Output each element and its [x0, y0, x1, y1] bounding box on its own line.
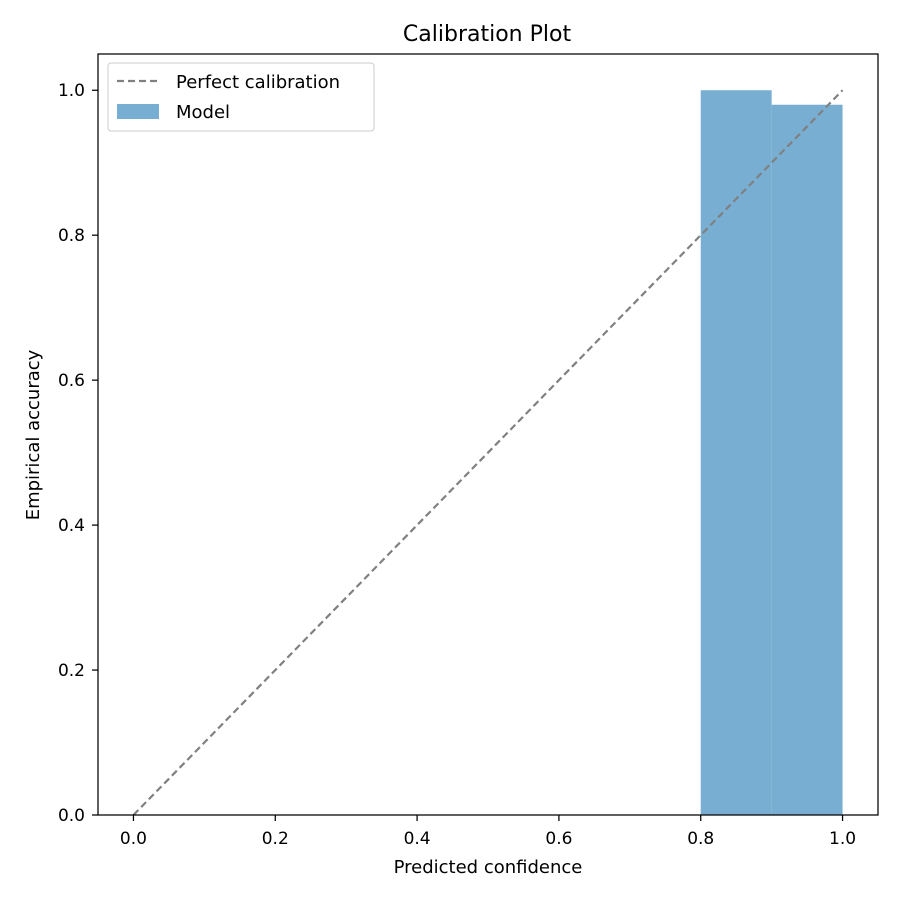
x-tick-label-0: 0.0: [120, 829, 147, 849]
chart-title: Calibration Plot: [403, 22, 572, 47]
legend-model-swatch: [117, 104, 159, 119]
perfect-calibration-line: [132, 89, 844, 816]
reference-line-group: [132, 89, 844, 816]
x-tick-label-5: 1.0: [829, 829, 856, 849]
y-tick-label-2: 0.4: [58, 516, 85, 536]
x-axis-ticks: 0.0 0.2 0.4 0.6 0.8 1.0: [120, 815, 856, 849]
legend-reference-line-label: Perfect calibration: [176, 72, 340, 93]
x-tick-label-3: 0.6: [545, 829, 572, 849]
bar-1: [771, 104, 843, 815]
x-axis-label: Predicted confidence: [394, 857, 583, 878]
y-tick-label-4: 0.8: [58, 226, 85, 246]
x-tick-label-1: 0.2: [262, 829, 289, 849]
x-tick-label-4: 0.8: [687, 829, 714, 849]
y-axis-label: Empirical accuracy: [23, 349, 44, 520]
axes-frame: [97, 53, 879, 816]
y-tick-label-3: 0.6: [58, 371, 85, 391]
y-tick-label-0: 0.0: [58, 806, 85, 826]
y-tick-label-5: 1.0: [58, 81, 85, 101]
bars-group: [700, 90, 843, 815]
legend: Perfect calibration Model: [107, 62, 375, 132]
x-tick-label-2: 0.4: [404, 829, 431, 849]
plot-area: [97, 53, 879, 816]
legend-box: [107, 62, 375, 132]
legend-model-label: Model: [176, 102, 230, 123]
bar-0: [700, 90, 772, 815]
y-tick-label-1: 0.2: [58, 661, 85, 681]
y-axis-ticks: 0.0 0.2 0.4 0.6 0.8 1.0: [58, 81, 98, 826]
